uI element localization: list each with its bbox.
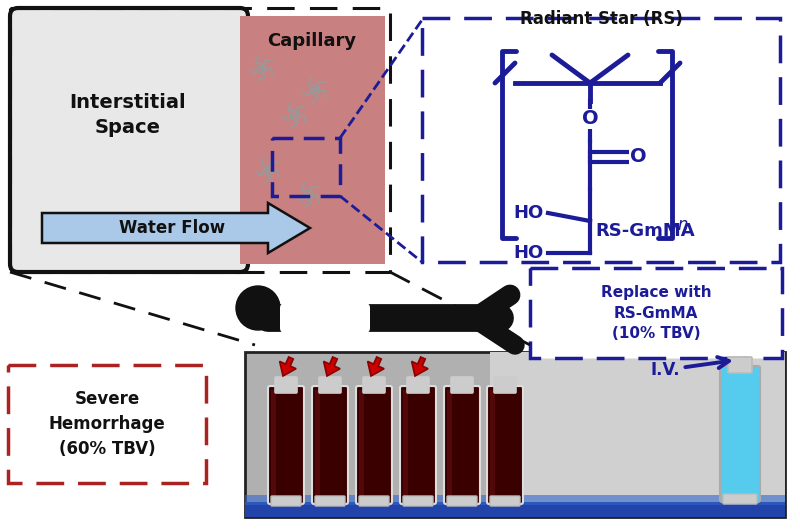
FancyBboxPatch shape — [444, 386, 480, 504]
Bar — [490, 352, 785, 517]
FancyBboxPatch shape — [487, 386, 523, 504]
FancyBboxPatch shape — [400, 386, 436, 504]
Bar — [10, 8, 390, 272]
Bar — [245, 502, 785, 517]
Bar — [359, 390, 364, 500]
Text: Replace with
RS-GmMA
(10% TBV): Replace with RS-GmMA (10% TBV) — [601, 285, 711, 341]
Bar — [422, 18, 780, 262]
Bar — [271, 390, 276, 500]
FancyBboxPatch shape — [407, 377, 429, 393]
FancyArrow shape — [280, 357, 296, 376]
FancyBboxPatch shape — [490, 496, 520, 506]
Text: O: O — [582, 110, 598, 128]
Text: Severe
Hemorrhage
(60% TBV): Severe Hemorrhage (60% TBV) — [49, 390, 166, 458]
FancyBboxPatch shape — [268, 386, 304, 504]
FancyBboxPatch shape — [275, 377, 297, 393]
Bar — [245, 495, 785, 505]
FancyBboxPatch shape — [10, 8, 248, 272]
Text: Radiant Star (RS): Radiant Star (RS) — [519, 10, 682, 28]
FancyBboxPatch shape — [728, 357, 752, 373]
FancyBboxPatch shape — [359, 496, 389, 506]
FancyBboxPatch shape — [271, 496, 301, 506]
FancyBboxPatch shape — [312, 386, 348, 504]
FancyBboxPatch shape — [356, 386, 392, 504]
Circle shape — [236, 286, 280, 330]
Text: HO: HO — [514, 244, 544, 262]
Bar — [272, 138, 340, 196]
FancyBboxPatch shape — [319, 377, 341, 393]
FancyBboxPatch shape — [447, 496, 477, 506]
FancyBboxPatch shape — [280, 303, 370, 333]
Text: Water Flow: Water Flow — [119, 219, 225, 237]
Bar — [447, 390, 452, 500]
FancyArrow shape — [42, 203, 310, 253]
Text: Interstitial
Space: Interstitial Space — [70, 93, 186, 137]
Bar — [8, 365, 206, 483]
FancyBboxPatch shape — [723, 494, 757, 504]
FancyArrow shape — [412, 357, 428, 376]
Bar — [403, 390, 408, 500]
FancyArrow shape — [324, 357, 340, 376]
FancyBboxPatch shape — [494, 377, 516, 393]
FancyBboxPatch shape — [451, 377, 473, 393]
Text: O: O — [630, 147, 646, 166]
Bar — [245, 352, 785, 517]
FancyBboxPatch shape — [720, 366, 760, 502]
Bar — [530, 268, 782, 358]
Text: Capillary: Capillary — [267, 32, 357, 50]
FancyArrow shape — [368, 357, 384, 376]
Text: n: n — [677, 216, 687, 234]
Bar — [315, 390, 320, 500]
Text: I.V.: I.V. — [650, 357, 729, 379]
FancyBboxPatch shape — [403, 496, 433, 506]
Bar — [490, 390, 495, 500]
FancyBboxPatch shape — [363, 377, 385, 393]
Text: HO: HO — [514, 204, 544, 222]
Text: RS-GmMA: RS-GmMA — [595, 222, 695, 240]
Bar — [240, 16, 385, 264]
FancyBboxPatch shape — [315, 496, 345, 506]
